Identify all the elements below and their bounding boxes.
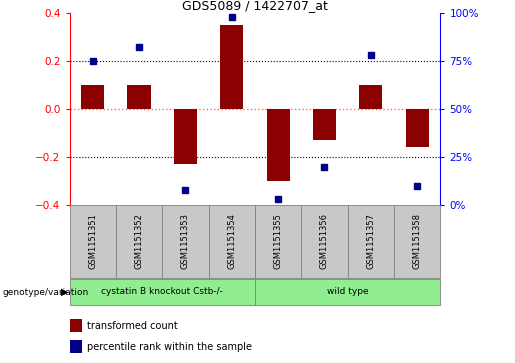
Text: GSM1151356: GSM1151356 xyxy=(320,213,329,269)
Text: genotype/variation: genotype/variation xyxy=(3,288,89,297)
Text: GSM1151351: GSM1151351 xyxy=(88,213,97,269)
Bar xyxy=(209,205,255,278)
Bar xyxy=(313,109,336,140)
Text: GSM1151353: GSM1151353 xyxy=(181,213,190,269)
Bar xyxy=(255,279,440,305)
Text: wild type: wild type xyxy=(327,287,368,296)
Bar xyxy=(162,205,209,278)
Bar xyxy=(220,25,243,109)
Text: cystatin B knockout Cstb-/-: cystatin B knockout Cstb-/- xyxy=(101,287,223,296)
Bar xyxy=(255,205,301,278)
Bar xyxy=(394,205,440,278)
Bar xyxy=(70,205,116,278)
Bar xyxy=(116,205,162,278)
Bar xyxy=(128,85,150,109)
Text: GSM1151355: GSM1151355 xyxy=(273,213,283,269)
Title: GDS5089 / 1422707_at: GDS5089 / 1422707_at xyxy=(182,0,328,12)
Bar xyxy=(174,109,197,164)
Text: ▶: ▶ xyxy=(61,287,68,297)
Text: percentile rank within the sample: percentile rank within the sample xyxy=(87,342,251,352)
Text: GSM1151358: GSM1151358 xyxy=(413,213,422,269)
Bar xyxy=(81,85,104,109)
Bar xyxy=(348,205,394,278)
Text: GSM1151352: GSM1151352 xyxy=(134,213,144,269)
Bar xyxy=(405,109,428,147)
Bar xyxy=(301,205,348,278)
Text: GSM1151357: GSM1151357 xyxy=(366,213,375,269)
Bar xyxy=(359,85,382,109)
Text: transformed count: transformed count xyxy=(87,321,177,331)
Bar xyxy=(70,279,255,305)
Text: GSM1151354: GSM1151354 xyxy=(227,213,236,269)
Bar xyxy=(267,109,289,181)
